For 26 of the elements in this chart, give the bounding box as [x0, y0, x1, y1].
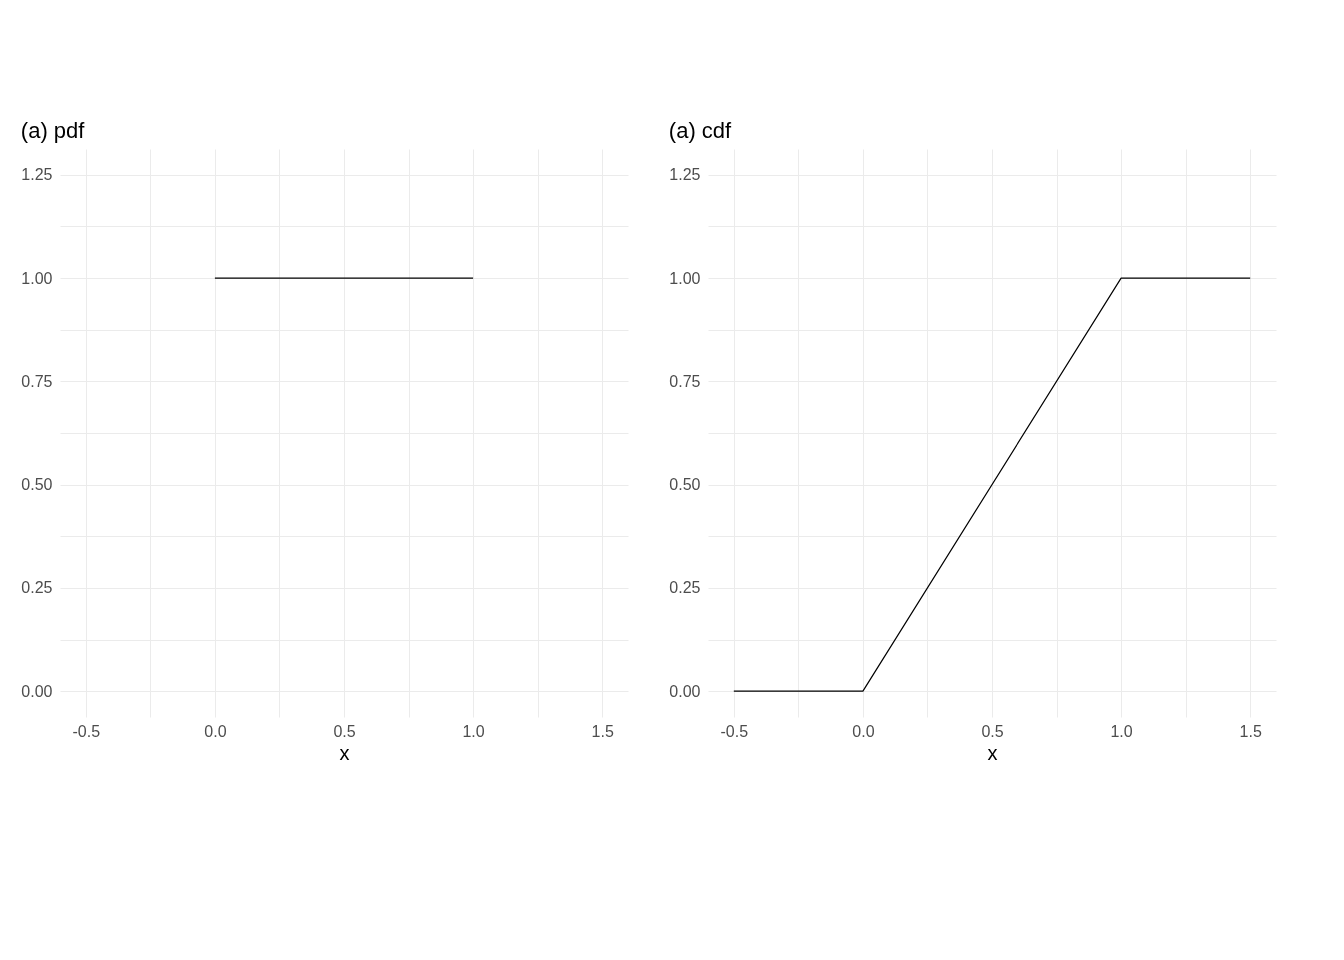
- x-tick-label: 0.0: [852, 722, 875, 740]
- y-tick-label: 0.50: [21, 476, 53, 494]
- y-tick-label: 0.25: [669, 579, 701, 597]
- x-tick-label: 1.5: [591, 722, 614, 740]
- x-tick-label: 0.5: [333, 722, 356, 740]
- y-tick-label: 0.75: [669, 372, 701, 390]
- y-tick-label: 1.25: [21, 166, 53, 184]
- x-tick-label: -0.5: [72, 722, 101, 740]
- chart-title: (a) pdf: [20, 118, 86, 143]
- y-tick-label: 0.50: [669, 476, 701, 494]
- y-tick-label: 0.00: [669, 682, 701, 700]
- y-tick-label: 0.75: [21, 372, 53, 390]
- x-tick-label: 1.0: [462, 722, 485, 740]
- chart-title: (a) cdf: [668, 118, 733, 143]
- y-tick-label: 1.00: [669, 269, 701, 287]
- y-tick-label: 0.25: [21, 579, 53, 597]
- x-tick-label: 1.5: [1239, 722, 1262, 740]
- x-tick-label: -0.5: [720, 722, 749, 740]
- y-tick-label: 1.25: [669, 166, 701, 184]
- x-tick-label: 1.0: [1110, 722, 1133, 740]
- x-axis-title: x: [987, 741, 998, 764]
- y-tick-label: 0.00: [21, 682, 53, 700]
- x-tick-label: 0.5: [981, 722, 1004, 740]
- x-tick-label: 0.0: [204, 722, 227, 740]
- y-tick-label: 1.00: [21, 269, 53, 287]
- x-axis-title: x: [339, 741, 350, 764]
